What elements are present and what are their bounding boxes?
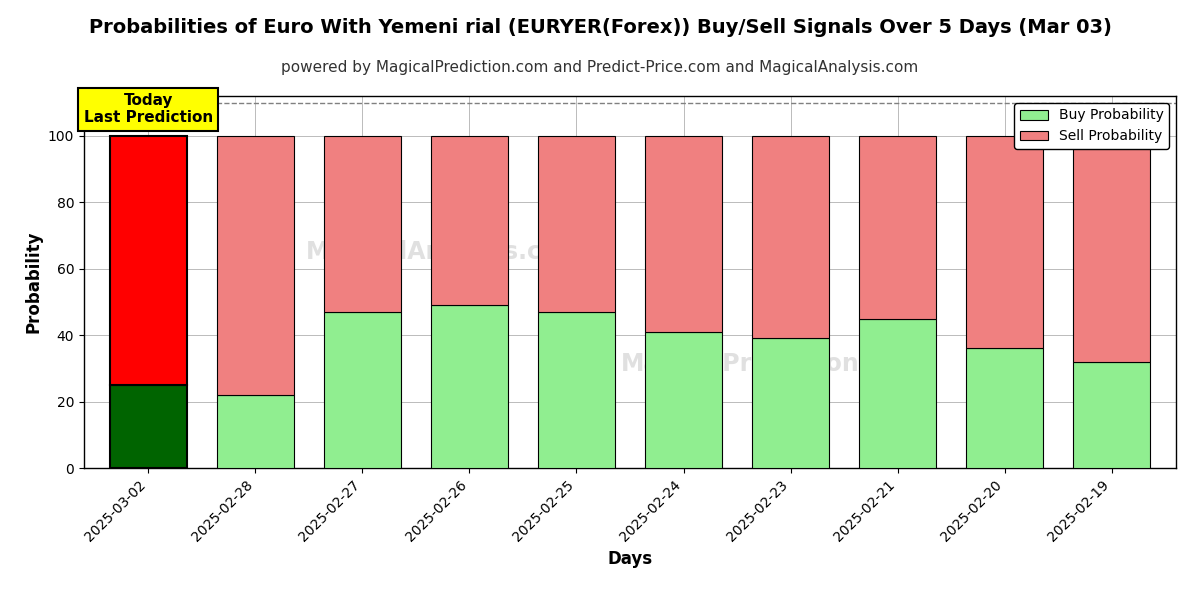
X-axis label: Days: Days xyxy=(607,550,653,568)
Bar xyxy=(859,136,936,319)
Bar xyxy=(644,332,722,468)
Bar xyxy=(324,312,401,468)
Bar xyxy=(431,305,508,468)
Text: MagicalPrediction.com: MagicalPrediction.com xyxy=(620,352,923,376)
Bar xyxy=(966,349,1043,468)
Bar xyxy=(966,136,1043,349)
Legend: Buy Probability, Sell Probability: Buy Probability, Sell Probability xyxy=(1014,103,1169,149)
Bar xyxy=(538,312,616,468)
Bar xyxy=(324,136,401,312)
Bar xyxy=(1073,362,1151,468)
Bar xyxy=(217,395,294,468)
Bar xyxy=(752,338,829,468)
Bar xyxy=(859,319,936,468)
Bar xyxy=(431,136,508,305)
Text: Probabilities of Euro With Yemeni rial (EURYER(Forex)) Buy/Sell Signals Over 5 D: Probabilities of Euro With Yemeni rial (… xyxy=(89,18,1111,37)
Bar xyxy=(217,136,294,395)
Bar xyxy=(538,136,616,312)
Bar xyxy=(109,385,187,468)
Text: powered by MagicalPrediction.com and Predict-Price.com and MagicalAnalysis.com: powered by MagicalPrediction.com and Pre… xyxy=(281,60,919,75)
Bar xyxy=(109,136,187,385)
Y-axis label: Probability: Probability xyxy=(24,231,42,333)
Bar xyxy=(1073,136,1151,362)
Text: MagicalAnalysis.com: MagicalAnalysis.com xyxy=(306,240,583,264)
Bar xyxy=(752,136,829,338)
Bar xyxy=(644,136,722,332)
Text: Today
Last Prediction: Today Last Prediction xyxy=(84,93,212,125)
